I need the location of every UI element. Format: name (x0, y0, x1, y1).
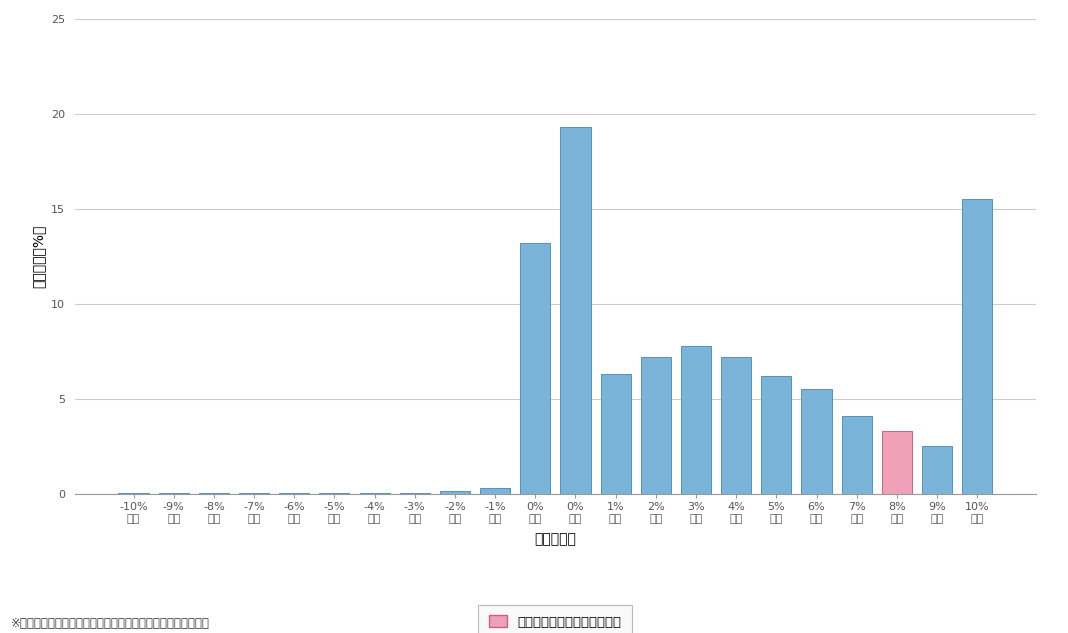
Bar (440, 491, 470, 494)
Bar (520, 243, 550, 494)
Bar (801, 389, 832, 494)
Bar (159, 493, 189, 494)
Bar (480, 489, 511, 494)
Legend: お客さまの運用利回りの位置: お客さまの運用利回りの位置 (478, 605, 632, 633)
Bar (319, 493, 349, 494)
Bar (761, 376, 791, 494)
Bar (600, 374, 631, 494)
Bar (962, 199, 992, 494)
Bar (721, 357, 751, 494)
Bar (842, 416, 871, 494)
Bar (681, 346, 711, 494)
Bar (360, 493, 390, 494)
Bar (922, 446, 952, 494)
Y-axis label: 人数分布（%）: 人数分布（%） (31, 225, 45, 288)
Bar (279, 493, 310, 494)
Bar (119, 493, 148, 494)
Bar (882, 431, 912, 494)
Text: ※　表示されている利回りは、初回入金来の運用利回りです。: ※ 表示されている利回りは、初回入金来の運用利回りです。 (11, 617, 209, 630)
X-axis label: 運用利回り: 運用利回り (534, 532, 577, 546)
Bar (239, 493, 269, 494)
Bar (399, 492, 429, 494)
Bar (199, 493, 229, 494)
Bar (561, 127, 591, 494)
Bar (641, 357, 671, 494)
